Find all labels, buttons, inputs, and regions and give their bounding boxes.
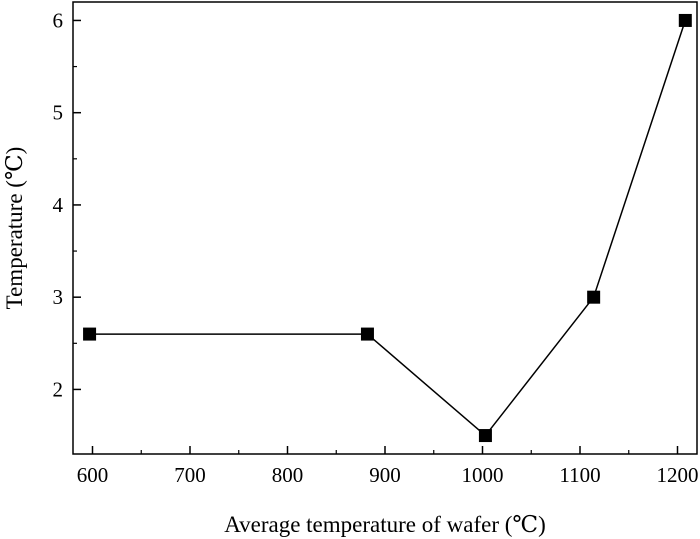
y-tick-label: 4 xyxy=(53,193,64,217)
y-tick-label: 6 xyxy=(53,8,64,32)
y-tick-label: 5 xyxy=(53,101,64,125)
data-point-marker xyxy=(587,290,601,304)
x-tick-label: 1200 xyxy=(657,463,699,487)
series-line xyxy=(89,20,687,437)
data-point-marker xyxy=(360,327,374,341)
y-ticks: 2 3 4 5 6 xyxy=(53,8,81,401)
data-point-marker xyxy=(83,327,97,341)
y-tick-label: 3 xyxy=(53,285,64,309)
x-tick-label: 1100 xyxy=(559,463,600,487)
x-tick-label: 600 xyxy=(77,463,109,487)
x-axis-title: Average temperature of wafer (℃) xyxy=(224,512,546,537)
x-tick-label: 900 xyxy=(369,463,401,487)
x-tick-label: 700 xyxy=(174,463,206,487)
x-tick-label: 1000 xyxy=(462,463,504,487)
y-axis-title: Temperature (℃) xyxy=(2,147,27,310)
series-layer xyxy=(83,13,692,443)
plot-frame xyxy=(72,1,698,455)
x-tick-label: 800 xyxy=(272,463,304,487)
y-tick-label: 2 xyxy=(53,377,64,401)
data-point-marker xyxy=(678,13,692,27)
x-ticks: 600 700 800 900 1000 1100 1200 xyxy=(77,446,699,487)
data-point-marker xyxy=(478,429,492,443)
